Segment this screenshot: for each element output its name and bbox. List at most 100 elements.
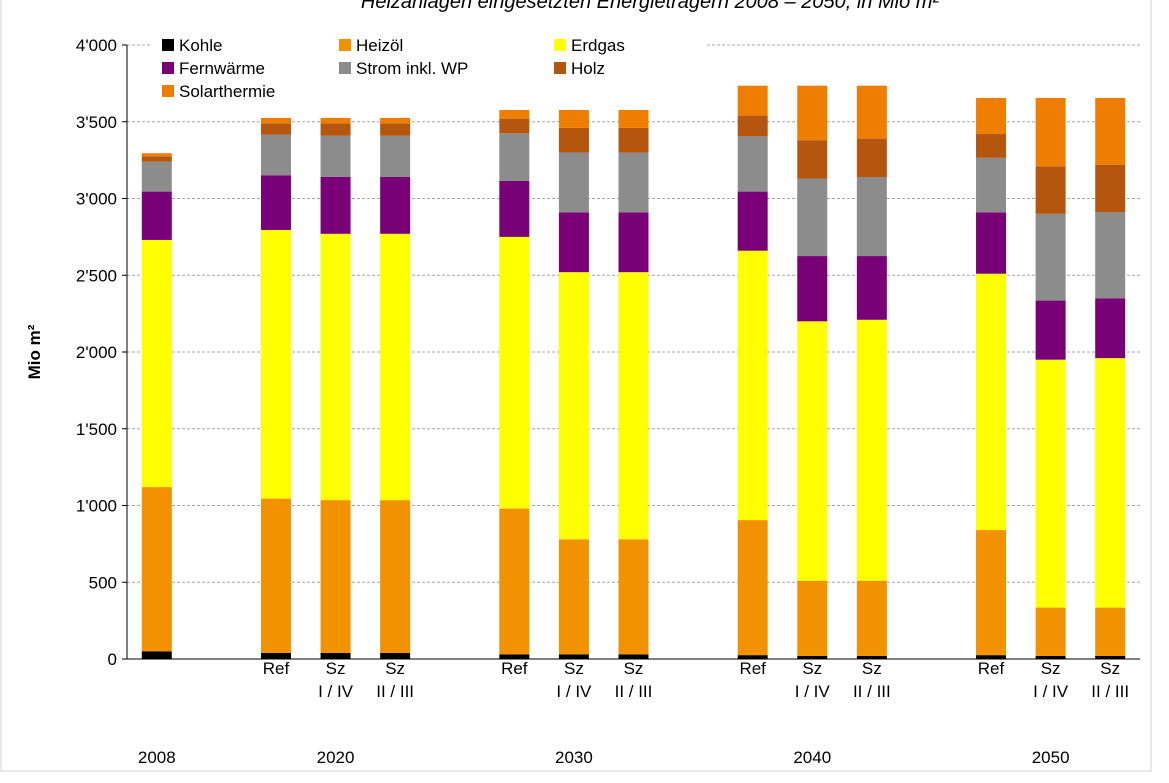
group-label: 2008 [138, 748, 176, 767]
bar-segment [797, 655, 828, 659]
bar-segment [976, 212, 1007, 274]
bar-segment [260, 134, 291, 176]
legend-label: Kohle [179, 36, 222, 55]
y-tick-label: 2'000 [76, 343, 117, 362]
x-tick-label: Ref [501, 659, 528, 678]
legend-swatch [162, 85, 174, 97]
y-tick-label: 3'500 [76, 113, 117, 132]
legend-swatch [339, 62, 351, 74]
y-tick-label: 1'500 [76, 420, 117, 439]
x-tick-label: Sz I / IV [556, 659, 592, 701]
bar-segment [856, 85, 887, 139]
y-tick-label: 2'500 [76, 266, 117, 285]
bar-segment [1095, 298, 1126, 359]
bar-segment [737, 115, 768, 137]
bar-segment [1035, 300, 1066, 360]
bar-segment [976, 530, 1007, 656]
bar-segment [141, 153, 172, 157]
legend-swatch [339, 39, 351, 51]
x-tick-label: Sz I / IV [1033, 659, 1069, 701]
bar-segment [618, 272, 649, 540]
bar-segment [737, 85, 768, 116]
legend-label: Strom inkl. WP [356, 59, 468, 78]
bar-segment [141, 239, 172, 488]
bar-segment [737, 136, 768, 192]
bar-segment [618, 212, 649, 273]
legend-label: Heizöl [356, 36, 403, 55]
y-tick-label: 500 [89, 573, 117, 592]
x-tick-label: Sz II / III [1091, 659, 1129, 701]
bar-segment [558, 212, 589, 273]
bar-segment [737, 250, 768, 521]
bar-segment [260, 652, 291, 659]
bar-segment [558, 127, 589, 153]
bar-segment [1095, 655, 1126, 659]
x-tick-label: Sz II / III [376, 659, 414, 701]
bar-segment [320, 500, 351, 653]
bar-segment [260, 175, 291, 230]
bar-segment [380, 652, 411, 659]
bar-segment [141, 156, 172, 162]
legend-swatch [162, 39, 174, 51]
bar-segment [499, 236, 530, 509]
bar-segment [499, 508, 530, 655]
legend-background [150, 32, 705, 110]
bar-segment [797, 321, 828, 581]
bar-segment [737, 191, 768, 251]
bar-segment [1095, 212, 1126, 299]
y-tick-label: 0 [108, 650, 117, 669]
bar-segment [797, 85, 828, 141]
bar-segment [320, 652, 351, 659]
x-tick-label: Ref [978, 659, 1005, 678]
group-label: 2050 [1032, 748, 1070, 767]
group-label: 2020 [317, 748, 355, 767]
bar-segment [976, 134, 1007, 158]
bar-segment [320, 117, 351, 124]
bar-segment [1095, 164, 1126, 213]
bar-segment [856, 580, 887, 656]
chart-frame [0, 0, 1152, 772]
bar-segment [618, 152, 649, 213]
x-tick-label: Sz II / III [615, 659, 653, 701]
bar-segment [797, 580, 828, 656]
bar-segment [558, 152, 589, 213]
bar-segment [1095, 358, 1126, 608]
bar-segment [618, 539, 649, 655]
group-label: 2040 [793, 748, 831, 767]
y-tick-label: 1'000 [76, 497, 117, 516]
bar-segment [499, 133, 530, 181]
legend-label: Fernwärme [179, 59, 265, 78]
legend-swatch [162, 62, 174, 74]
bar-segment [380, 123, 411, 136]
bar-segment [1035, 607, 1066, 656]
bar-segment [1035, 166, 1066, 214]
bar-segment [380, 177, 411, 234]
bar-segment [499, 654, 530, 659]
x-tick-label: Sz II / III [853, 659, 891, 701]
bar-segment [141, 487, 172, 652]
bar-segment [320, 123, 351, 136]
y-tick-label: 3'000 [76, 190, 117, 209]
legend-swatch [554, 62, 566, 74]
bar-segment [1035, 213, 1066, 301]
bar-segment [1095, 607, 1126, 656]
bar-segment [141, 651, 172, 659]
bar-segment [797, 256, 828, 322]
bar-segment [558, 654, 589, 659]
legend-label: Erdgas [571, 36, 625, 55]
bar-segment [737, 520, 768, 656]
bar-segment [380, 135, 411, 178]
bar-segment [856, 177, 887, 257]
bar-segment [797, 140, 828, 179]
bar-segment [856, 256, 887, 320]
x-tick-label: Ref [263, 659, 290, 678]
bar-segment [320, 233, 351, 501]
bar-segment [558, 539, 589, 655]
bar-segment [1035, 655, 1066, 659]
bar-segment [976, 655, 1007, 659]
bar-segment [976, 273, 1007, 531]
bar-segment [499, 180, 530, 237]
bar-segment [320, 135, 351, 178]
bar-segment [260, 117, 291, 124]
